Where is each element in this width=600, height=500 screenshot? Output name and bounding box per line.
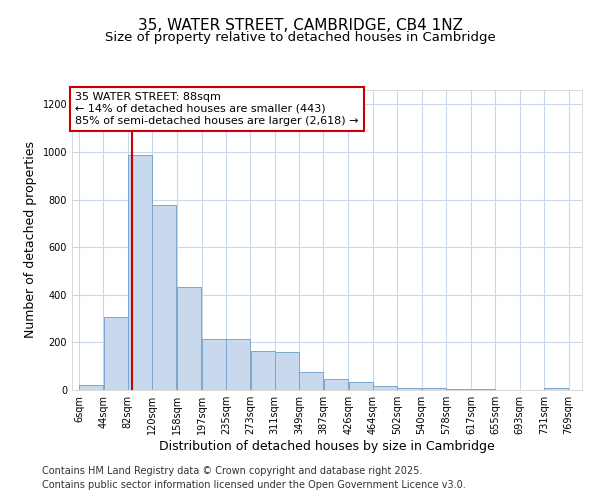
Bar [275,352,299,390]
Bar [349,382,373,390]
Bar [446,389,470,390]
Bar [251,350,275,390]
Bar [79,385,103,390]
X-axis label: Distribution of detached houses by size in Cambridge: Distribution of detached houses by size … [159,440,495,453]
Bar [397,388,421,390]
Y-axis label: Number of detached properties: Number of detached properties [24,142,37,338]
Bar [544,388,568,390]
Bar [104,318,128,390]
Bar [323,378,347,390]
Bar [226,339,250,390]
Bar [373,386,397,390]
Bar [128,156,152,390]
Bar [152,206,176,390]
Text: Contains HM Land Registry data © Crown copyright and database right 2025.: Contains HM Land Registry data © Crown c… [42,466,422,476]
Text: Contains public sector information licensed under the Open Government Licence v3: Contains public sector information licen… [42,480,466,490]
Bar [299,372,323,390]
Text: Size of property relative to detached houses in Cambridge: Size of property relative to detached ho… [104,31,496,44]
Text: 35 WATER STREET: 88sqm
← 14% of detached houses are smaller (443)
85% of semi-de: 35 WATER STREET: 88sqm ← 14% of detached… [75,92,359,126]
Bar [202,339,226,390]
Bar [422,388,446,390]
Text: 35, WATER STREET, CAMBRIDGE, CB4 1NZ: 35, WATER STREET, CAMBRIDGE, CB4 1NZ [137,18,463,32]
Bar [177,287,201,390]
